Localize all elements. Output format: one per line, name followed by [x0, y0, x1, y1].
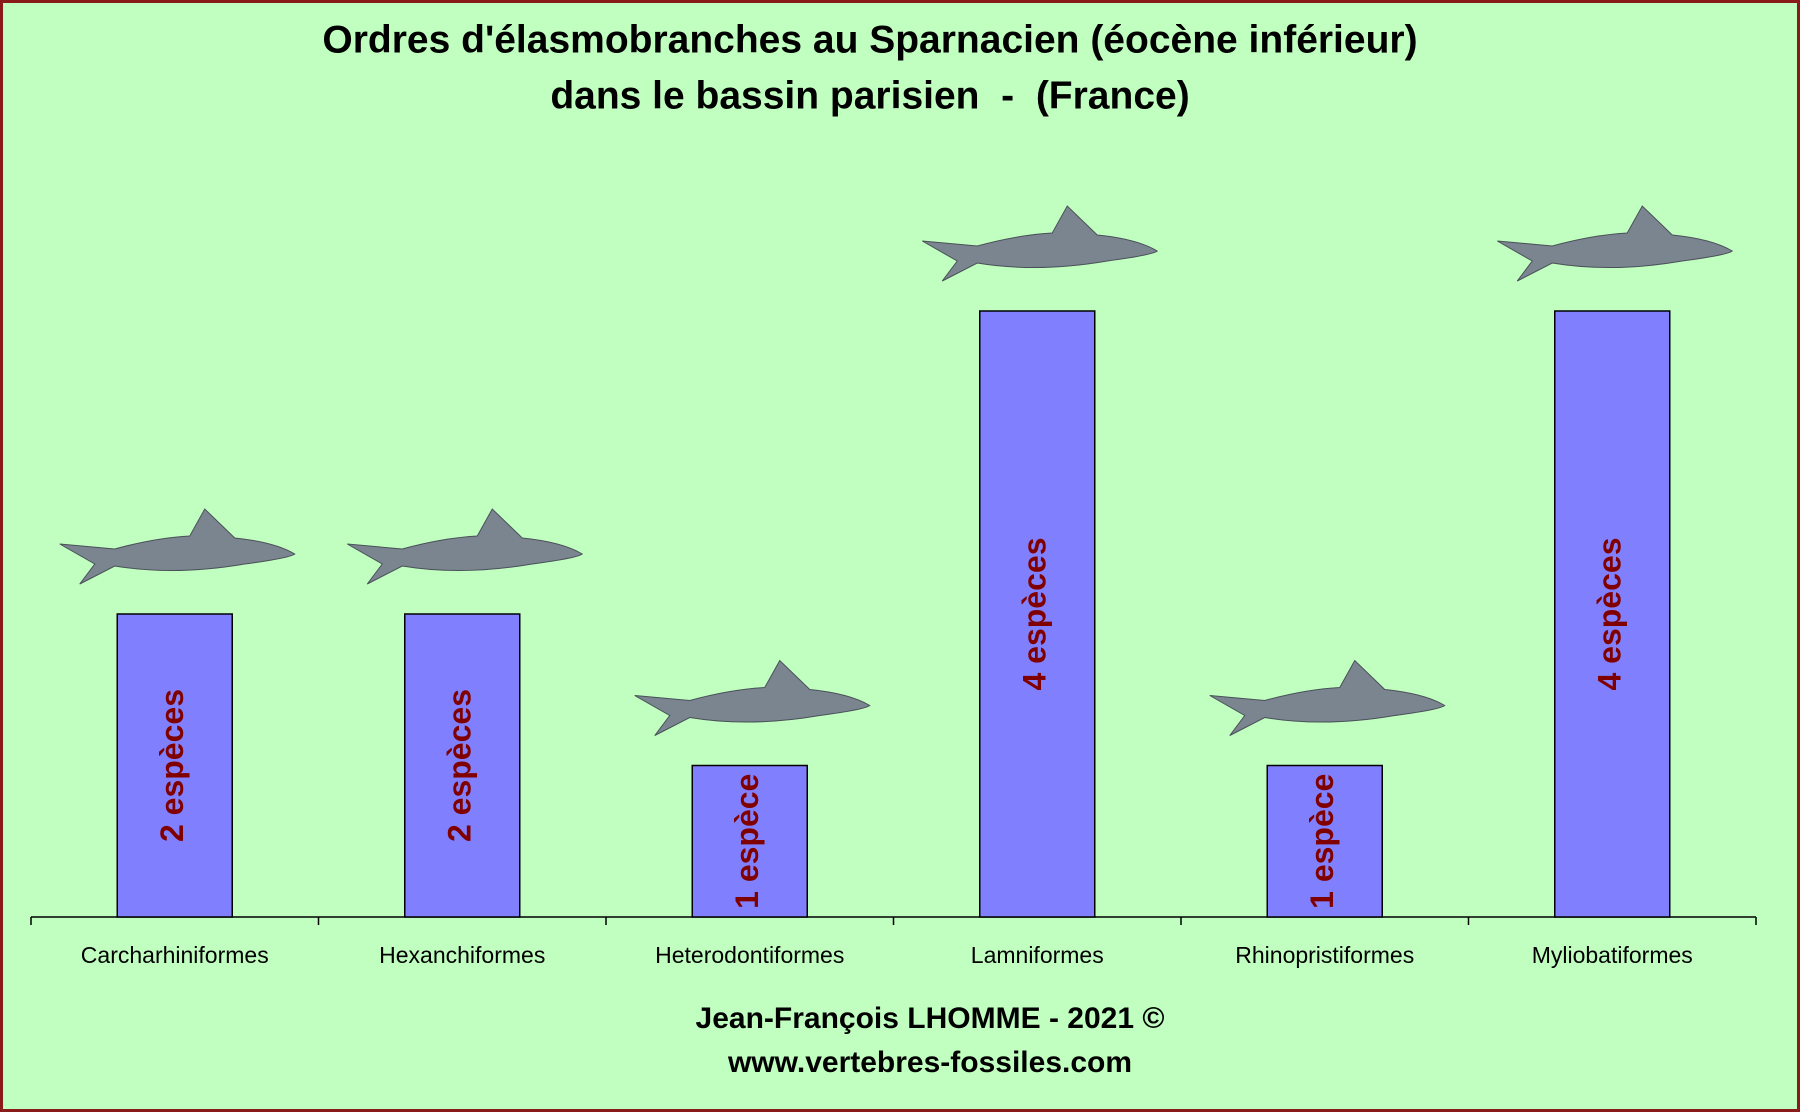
fish-shape [922, 205, 1159, 282]
fish-illustration [347, 508, 584, 585]
bar [404, 613, 521, 918]
fish-shape [347, 508, 584, 585]
value-label: 2 espèces [154, 689, 190, 842]
website: www.vertebres-fossiles.com [727, 1046, 1132, 1079]
bar [979, 310, 1096, 918]
x-tick-label: Hexanchiformes [379, 942, 545, 968]
fish-shape [1209, 659, 1446, 736]
value-label: 1 espèce [1304, 774, 1340, 909]
bar [691, 764, 808, 918]
value-label: 2 espèces [442, 689, 478, 842]
x-tick-label: Heterodontiformes [655, 942, 844, 968]
bar [1554, 310, 1671, 918]
value-label: 4 espèces [1017, 537, 1053, 690]
fish-illustration [1497, 205, 1734, 282]
fish-shape [59, 508, 296, 585]
x-tick-label: Lamniformes [971, 942, 1104, 968]
fish-shape [634, 659, 871, 736]
x-tick-label: Carcharhiniformes [81, 942, 269, 968]
value-label: 4 espèces [1592, 537, 1628, 690]
bar [116, 613, 233, 918]
chart-title: Ordres d'élasmobranches au Sparnacien (é… [322, 18, 1417, 61]
x-tick-label: Myliobatiformes [1532, 942, 1693, 968]
chart-subtitle: dans le bassin parisien - (France) [550, 74, 1189, 117]
fish-illustration [1209, 659, 1446, 736]
bar [1266, 764, 1383, 918]
fish-shape [1497, 205, 1734, 282]
fish-illustration [59, 508, 296, 585]
author-credit: Jean-François LHOMME - 2021 © [696, 1002, 1165, 1035]
fish-illustration [922, 205, 1159, 282]
fish-illustration [634, 659, 871, 736]
value-label: 1 espèce [729, 774, 765, 909]
x-tick-label: Rhinopristiformes [1235, 942, 1414, 968]
